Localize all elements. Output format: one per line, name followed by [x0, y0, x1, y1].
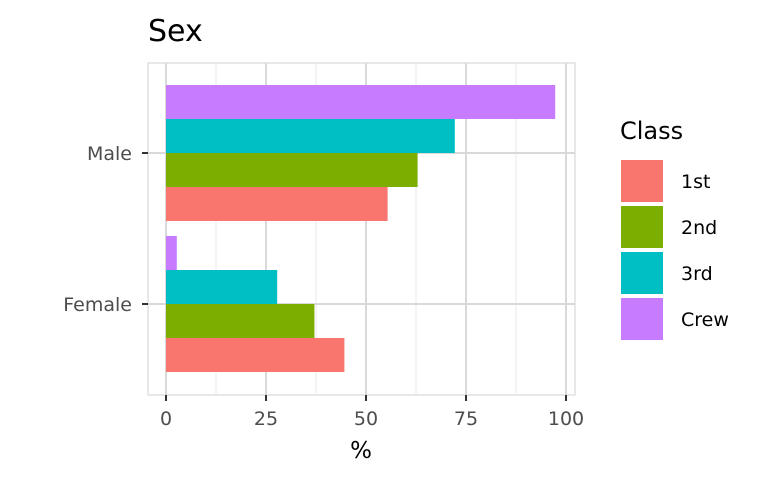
bar-male-2nd [166, 153, 418, 187]
y-axis: Male Female [63, 143, 148, 316]
x-axis: 0 25 50 75 100 [160, 395, 584, 430]
legend-key-2nd [621, 206, 663, 248]
bar-male-3rd [166, 119, 455, 153]
bar-female-crew [166, 236, 177, 270]
legend-label-1st: 1st [681, 171, 710, 193]
y-tick-label: Female [63, 294, 132, 316]
x-tick-label: 50 [354, 408, 378, 430]
legend-title: Class [620, 117, 683, 145]
y-tick-label: Male [87, 143, 132, 165]
x-tick-label: 75 [454, 408, 478, 430]
x-axis-title: % [350, 438, 372, 464]
legend-label-3rd: 3rd [681, 263, 713, 285]
bar-male-1st [166, 187, 388, 221]
chart-title: Sex [148, 14, 203, 49]
legend-key-3rd [621, 252, 663, 294]
legend-key-1st [621, 160, 663, 202]
legend-label-2nd: 2nd [681, 217, 717, 239]
bar-female-1st [166, 338, 345, 372]
legend-key-crew [621, 298, 663, 340]
bar-female-3rd [166, 270, 278, 304]
bars [166, 85, 556, 372]
legend: Class 1st 2nd 3rd Crew [620, 117, 729, 340]
bar-male-crew [166, 85, 556, 119]
bar-female-2nd [166, 304, 315, 338]
legend-label-crew: Crew [681, 309, 729, 331]
x-tick-label: 0 [160, 408, 172, 430]
x-tick-label: 25 [254, 408, 278, 430]
x-tick-label: 100 [548, 408, 584, 430]
